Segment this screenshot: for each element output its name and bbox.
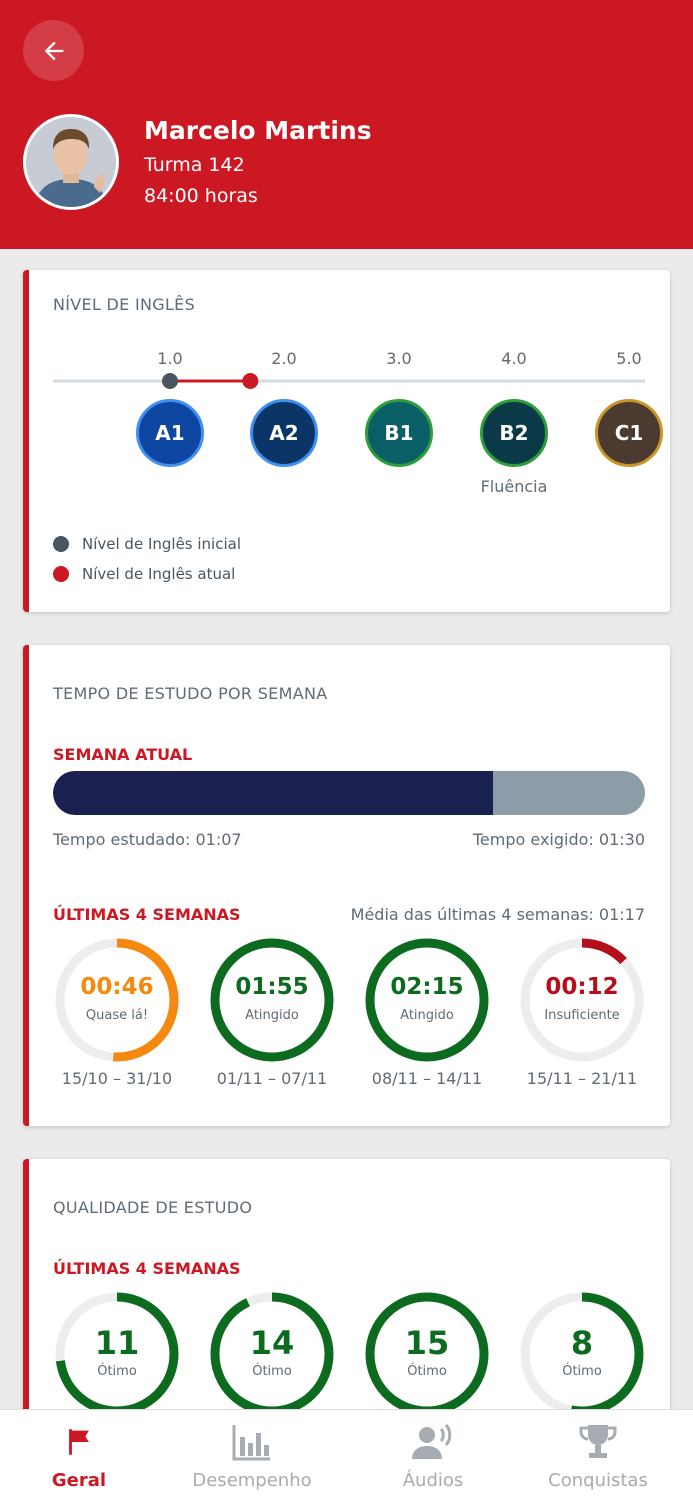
ring-value: 8: [570, 1324, 594, 1362]
arrow-left-icon: [44, 41, 63, 60]
avatar: [23, 114, 119, 210]
week-ring: 8 Ótimo: [518, 1290, 646, 1418]
initial-level-dot: [162, 373, 178, 389]
level-tick: 2.0: [271, 349, 297, 368]
weekly-progress-fill: [53, 771, 494, 815]
ring-status: Ótimo: [407, 1364, 447, 1379]
legend-dot-initial: [53, 536, 69, 552]
user-name: Marcelo Martins: [144, 116, 372, 145]
ring-progress: [55, 938, 179, 1062]
nav-tab-audios[interactable]: Áudios: [383, 1410, 483, 1500]
legend-initial: Nível de Inglês inicial: [53, 535, 241, 553]
nav-label: Conquistas: [548, 1470, 648, 1491]
week-ring: 14 Ótimo: [208, 1290, 336, 1418]
profile-header: Marcelo Martins Turma 142 84:00 horas: [0, 0, 693, 249]
level-tick: 5.0: [616, 349, 642, 368]
level-tick: 1.0: [157, 349, 183, 368]
user-class: Turma 142: [144, 154, 245, 176]
ring-value: 00:46: [80, 974, 154, 1000]
week-ring: 01:55 Atingido: [208, 936, 336, 1064]
current-week-label: SEMANA ATUAL: [53, 745, 193, 764]
study-time-card: TEMPO DE ESTUDO POR SEMANA SEMANA ATUAL …: [23, 645, 670, 1126]
ring-status: Quase lá!: [85, 1008, 149, 1023]
trophy-icon: [579, 1425, 617, 1458]
english-level-card: NÍVEL DE INGLÊS 1.0 2.0 3.0 4.0 5.0 A1 A…: [23, 270, 670, 612]
time-required: Tempo exigido: 01:30: [472, 830, 645, 849]
back-button[interactable]: [23, 20, 84, 81]
card-title: NÍVEL DE INGLÊS: [53, 295, 196, 314]
week-ring: 00:46 Quase lá!: [53, 936, 181, 1064]
week-date-range: 15/11 – 21/11: [526, 1069, 638, 1088]
week-ring: 11 Ótimo: [53, 1290, 181, 1418]
level-tick: 3.0: [386, 349, 412, 368]
four-week-average: Média das últimas 4 semanas: 01:17: [350, 905, 645, 924]
ring-status: Ótimo: [97, 1364, 137, 1379]
bottom-navigation: Geral Desempenho Áudios: [0, 1409, 693, 1500]
level-c1-badge: C1: [595, 399, 663, 467]
level-a1-badge: A1: [136, 399, 204, 467]
ring-progress: [520, 938, 644, 1062]
ring-value: 01:55: [235, 974, 309, 1000]
level-b1-badge: B1: [365, 399, 433, 467]
speaking-person-icon: [412, 1423, 452, 1459]
weekly-progress-bar: [53, 771, 645, 815]
card-title: TEMPO DE ESTUDO POR SEMANA: [53, 684, 328, 703]
level-tick: 4.0: [501, 349, 527, 368]
card-title: QUALIDADE DE ESTUDO: [53, 1198, 253, 1217]
study-quality-card: QUALIDADE DE ESTUDO ÚLTIMAS 4 SEMANAS 11…: [23, 1159, 670, 1439]
level-a2-badge: A2: [250, 399, 318, 467]
nav-tab-geral[interactable]: Geral: [29, 1410, 129, 1500]
level-b2-badge: B2: [480, 399, 548, 467]
nav-label: Áudios: [402, 1470, 464, 1491]
ring-value: 14: [249, 1324, 295, 1362]
legend-dot-current: [53, 566, 69, 582]
week-date-range: 01/11 – 07/11: [216, 1069, 328, 1088]
ring-status: Atingido: [245, 1008, 299, 1023]
week-ring: 02:15 Atingido: [363, 936, 491, 1064]
week-ring: 00:12 Insuficiente: [518, 936, 646, 1064]
ring-progress: [365, 938, 489, 1062]
current-level-dot: [242, 373, 259, 389]
bar-chart-icon: [232, 1425, 270, 1461]
ring-value: 02:15: [390, 974, 464, 1000]
ring-progress: [210, 938, 334, 1062]
nav-tab-conquistas[interactable]: Conquistas: [533, 1410, 663, 1500]
ring-value: 15: [404, 1324, 450, 1362]
nav-label: Desempenho: [192, 1470, 312, 1491]
ring-status: Insuficiente: [544, 1008, 620, 1023]
week-date-range: 15/10 – 31/10: [61, 1069, 173, 1088]
week-date-range: 08/11 – 14/11: [371, 1069, 483, 1088]
ring-status: Ótimo: [562, 1364, 602, 1379]
level-track: [53, 373, 645, 389]
fluency-label: Fluência: [480, 477, 548, 496]
ring-value: 00:12: [545, 974, 619, 1000]
last-4-weeks-label: ÚLTIMAS 4 SEMANAS: [53, 1259, 241, 1278]
legend-current: Nível de Inglês atual: [53, 565, 235, 583]
user-hours: 84:00 horas: [144, 185, 258, 207]
ring-value: 11: [94, 1324, 140, 1362]
ring-status: Atingido: [400, 1008, 454, 1023]
week-ring: 15 Ótimo: [363, 1290, 491, 1418]
nav-tab-desempenho[interactable]: Desempenho: [182, 1410, 322, 1500]
flag-icon: [69, 1429, 89, 1455]
ring-status: Ótimo: [252, 1364, 292, 1379]
nav-label: Geral: [51, 1470, 107, 1491]
time-studied: Tempo estudado: 01:07: [53, 830, 242, 849]
last-4-weeks-label: ÚLTIMAS 4 SEMANAS: [53, 905, 241, 924]
